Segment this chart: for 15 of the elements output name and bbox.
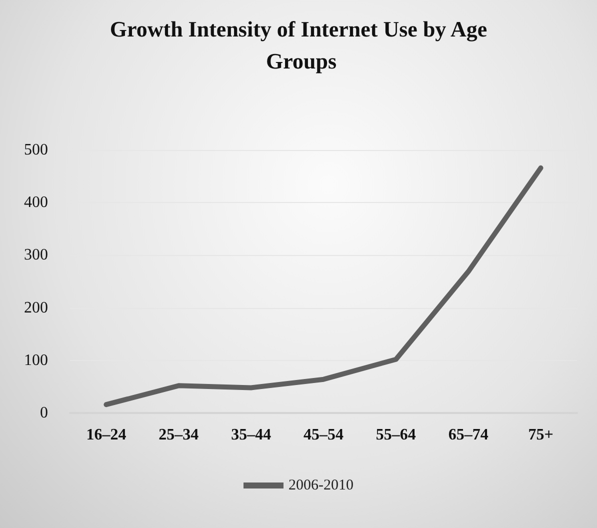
x-tick-label: 55–64	[376, 426, 416, 444]
x-tick-label: 16–24	[86, 426, 126, 444]
x-tick-label: 35–44	[231, 426, 272, 444]
y-tick-label: 400	[24, 194, 48, 212]
y-tick-label: 300	[24, 246, 48, 264]
legend-label: 2006-2010	[288, 478, 354, 494]
y-tick-label: 500	[24, 142, 48, 158]
y-tick-label: 200	[24, 299, 48, 316]
x-tick-label: 45–54	[304, 426, 344, 444]
x-tick-label: 25–34	[158, 426, 199, 444]
chart-title: Growth Intensity of Internet Use by Age Groups	[110, 16, 488, 74]
y-tick-label: 100	[24, 352, 48, 369]
y-tick-label: 0	[40, 404, 48, 422]
x-tick-label: 65–74	[448, 426, 488, 444]
x-tick-label: 75+	[528, 426, 554, 444]
